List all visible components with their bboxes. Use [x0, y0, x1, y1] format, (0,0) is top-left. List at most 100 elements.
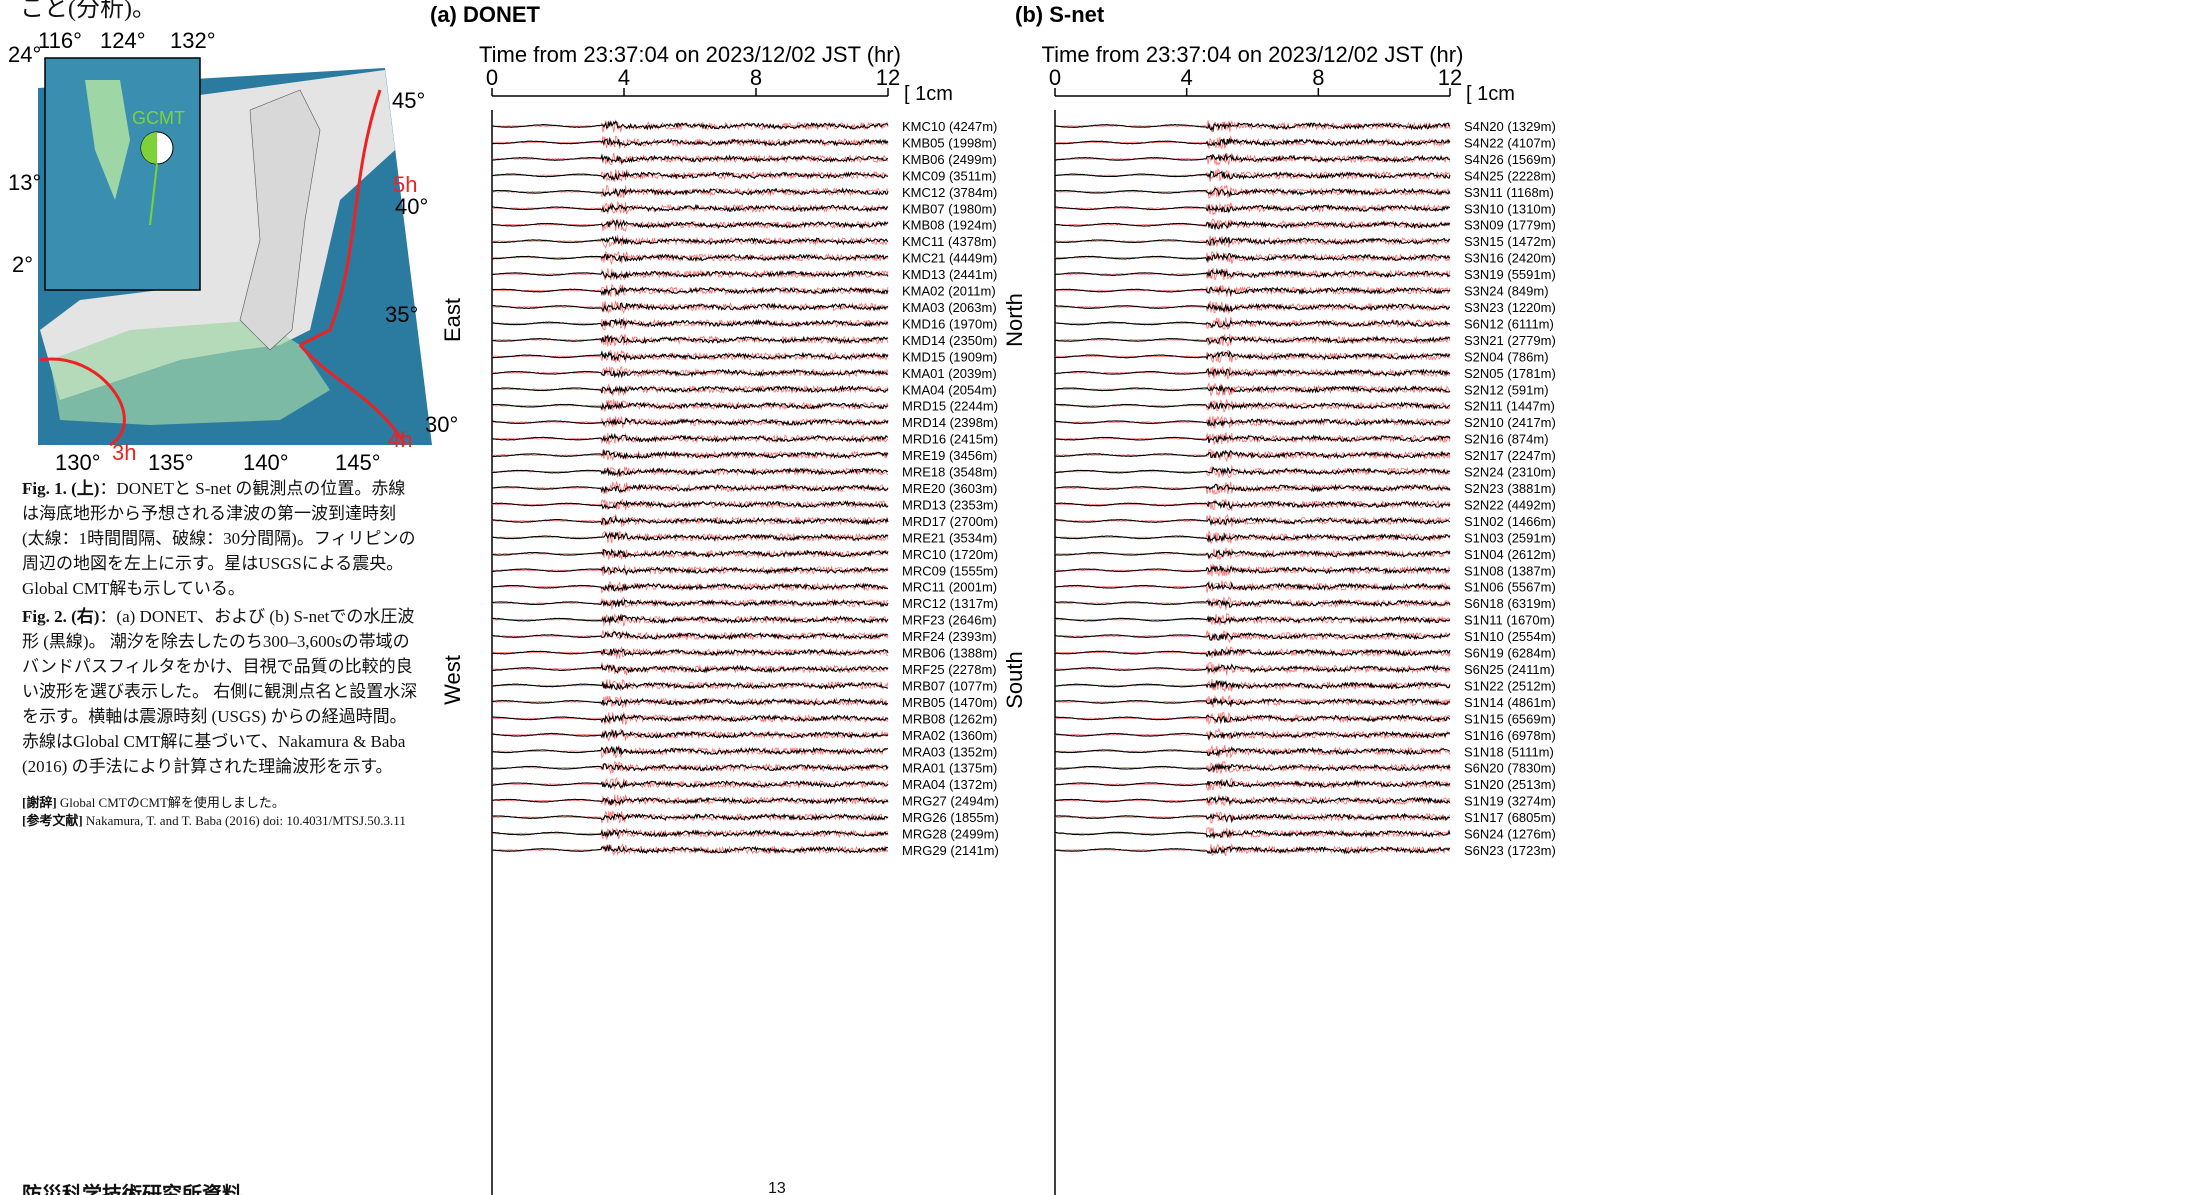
station-label: S6N25 (2411m): [1464, 662, 1555, 677]
page-number: 13: [768, 1180, 786, 1195]
observed-waveform: [491, 400, 889, 411]
observed-waveform: [1054, 417, 1451, 427]
lon-label: 145°: [335, 450, 381, 475]
observed-waveform: [491, 187, 889, 197]
observed-waveform: [1054, 779, 1451, 789]
station-label: S1N16 (6978m): [1464, 728, 1556, 743]
observed-waveform: [491, 697, 888, 707]
observed-waveform: [491, 763, 889, 772]
station-label: S2N05 (1781m): [1464, 366, 1556, 381]
cmt-line: [149, 163, 158, 226]
observed-waveform: [491, 631, 889, 641]
x-tick-label: 0: [486, 65, 498, 90]
synthetic-waveform: [491, 169, 889, 182]
observed-waveform: [1054, 549, 1451, 560]
publisher: 防災科学技術研究所資料: [22, 1182, 242, 1195]
synthetic-waveform: [1054, 415, 1451, 429]
station-label: S1N20 (2513m): [1464, 777, 1556, 792]
honshu: [239, 89, 321, 351]
panel-title: (b) S-net: [1015, 2, 1105, 27]
observed-waveform: [1054, 434, 1451, 444]
station-label: MRC10 (1720m): [902, 547, 998, 562]
station-label: S2N23 (3881m): [1464, 481, 1556, 496]
station-label: S2N24 (2310m): [1464, 465, 1556, 480]
observed-waveform: [491, 253, 889, 262]
observed-waveform: [491, 664, 889, 674]
observed-waveform: [491, 466, 889, 477]
observed-waveform: [491, 598, 889, 608]
synthetic-waveform: [491, 777, 889, 790]
observed-waveform: [491, 729, 889, 739]
station-label: S3N11 (1168m): [1464, 185, 1554, 200]
observed-waveform: [491, 680, 888, 691]
station-label: S1N03 (2591m): [1464, 530, 1556, 545]
station-label: S2N04 (786m): [1464, 349, 1549, 364]
synthetic-waveform: [1055, 826, 1451, 839]
observed-waveform: [491, 483, 889, 494]
station-label: KMB05 (1998m): [902, 135, 997, 150]
station-label: S2N16 (874m): [1464, 432, 1549, 447]
caption-label: Fig. 2. (右): [22, 607, 100, 626]
observed-waveform: [491, 368, 889, 379]
station-label: MRF25 (2278m): [902, 662, 997, 677]
synthetic-waveform: [491, 827, 889, 840]
observed-waveform: [1055, 829, 1451, 840]
observed-waveform: [491, 120, 889, 131]
x-tick-label: 4: [1181, 65, 1193, 90]
note: [謝辞] Global CMTのCMT解を使用しました。: [22, 792, 285, 811]
lat-label: 40°: [395, 194, 428, 219]
contour: [299, 89, 382, 347]
observed-waveform: [1054, 679, 1451, 690]
observed-waveform: [1054, 845, 1451, 855]
station-label: S1N08 (1387m): [1464, 563, 1556, 578]
observed-waveform: [1054, 746, 1451, 757]
synthetic-waveform: [1054, 711, 1451, 726]
lat-label: 30°: [425, 412, 458, 437]
note: [参考文献] Nakamura, T. and T. Baba (2016) d…: [22, 810, 406, 829]
station-label: S1N22 (2512m): [1464, 678, 1556, 693]
note-text: Nakamura, T. and T. Baba (2016) doi: 10.…: [82, 813, 406, 828]
contour-label: 4h: [388, 427, 412, 452]
synthetic-waveform: [492, 217, 889, 232]
synthetic-waveform: [1054, 449, 1451, 463]
observed-waveform: [1054, 697, 1451, 708]
observed-waveform: [491, 219, 889, 230]
station-label: MRE21 (3534m): [902, 530, 997, 545]
synthetic-waveform: [1054, 168, 1451, 182]
contour-label: 5h: [393, 172, 417, 197]
station-label: MRA03 (1352m): [902, 744, 997, 759]
station-label: KMA03 (2063m): [902, 300, 997, 315]
x-tick-label: 0: [1049, 65, 1061, 90]
observed-waveform: [491, 828, 889, 838]
observed-waveform: [1054, 319, 1451, 329]
observed-waveform: [491, 515, 889, 526]
observed-waveform: [1054, 138, 1451, 147]
station-label: S1N11 (1670m): [1464, 613, 1555, 628]
synthetic-waveform: [491, 810, 889, 824]
station-label: S1N02 (1466m): [1464, 514, 1556, 529]
synthetic-waveform: [492, 728, 889, 742]
station-label: KMD13 (2441m): [902, 267, 997, 282]
station-label: KMB07 (1980m): [902, 201, 997, 216]
observed-waveform: [491, 796, 889, 806]
station-label: S6N23 (1723m): [1464, 843, 1556, 858]
observed-waveform: [1054, 598, 1451, 608]
station-label: S2N10 (2417m): [1464, 415, 1556, 430]
map-label: 124°: [100, 28, 146, 53]
station-label: S4N20 (1329m): [1464, 119, 1556, 134]
lat-label: 45°: [392, 88, 425, 113]
synthetic-waveform: [491, 580, 889, 594]
observed-waveform: [1054, 335, 1451, 345]
station-label: MRD16 (2415m): [902, 432, 998, 447]
observed-waveform: [1054, 187, 1451, 198]
station-label: KMD15 (1909m): [902, 349, 997, 364]
station-label: KMC21 (4449m): [902, 251, 997, 266]
synthetic-waveform: [491, 498, 889, 511]
observed-waveform: [1055, 565, 1451, 575]
synthetic-waveform: [1054, 630, 1451, 644]
caption-text: ：DONETと S-net の観測点の位置。赤線は海底地形から予想される津波の第…: [22, 479, 416, 598]
caption-text: ：(a) DONET、および (b) S-netでの水圧波形 (黒線)。 潮汐を…: [22, 607, 418, 776]
observed-waveform: [1054, 449, 1451, 460]
station-label: S6N20 (7830m): [1464, 761, 1556, 776]
observed-waveform: [491, 780, 889, 789]
